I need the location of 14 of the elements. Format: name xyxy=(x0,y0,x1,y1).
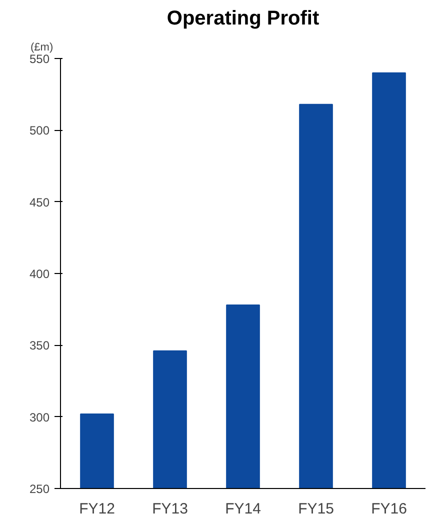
y-tick-label: 550 xyxy=(29,52,50,66)
x-tick-label: FY16 xyxy=(371,500,407,518)
x-tick-label: FY15 xyxy=(298,500,334,518)
y-tick-label: 450 xyxy=(29,195,50,210)
y-tick-label: 350 xyxy=(29,338,50,353)
x-tick-label: FY13 xyxy=(152,500,188,518)
y-tick-label: 300 xyxy=(29,410,50,424)
y-tick-label: 400 xyxy=(29,267,50,281)
y-tick-label: 500 xyxy=(29,124,50,138)
x-tick-label: FY12 xyxy=(79,500,115,518)
chart-title: Operating Profit xyxy=(166,8,320,30)
y-axis-title: (£m) xyxy=(30,42,54,54)
y-tick-label: 250 xyxy=(29,482,50,496)
x-tick-label: FY14 xyxy=(225,500,261,518)
